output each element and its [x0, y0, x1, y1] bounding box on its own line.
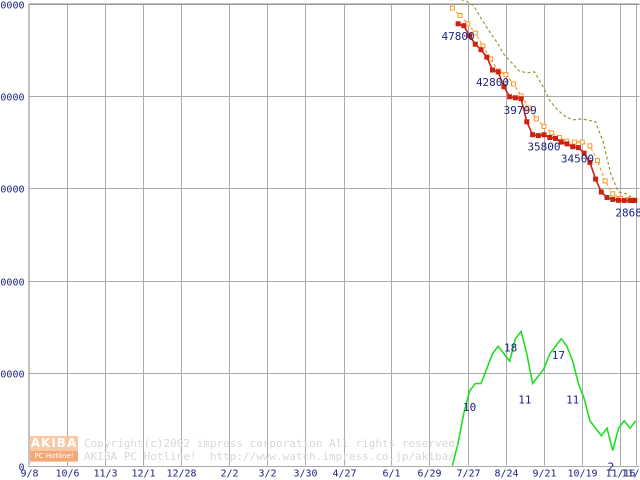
series-line-price_min — [457, 23, 635, 202]
series-marker-price_min — [627, 198, 633, 203]
y-axis-tick-label: 20000 — [0, 278, 25, 289]
data-point-label: 35800 — [527, 141, 560, 154]
y-axis-tick-label: 10000 — [0, 370, 25, 381]
series-line-volume — [451, 329, 637, 466]
x-axis-tick-label: 3/2 — [258, 469, 276, 480]
series-marker-price_min — [490, 67, 495, 73]
series-marker-price_avg — [610, 191, 616, 197]
y-axis-tick-label: 40000 — [0, 93, 25, 104]
series-marker-price_min — [472, 41, 478, 47]
series-marker-price_min — [587, 159, 593, 165]
series-marker-price_avg — [533, 116, 539, 122]
series-marker-price_min — [524, 119, 530, 125]
x-axis-tick-label: 8/24 — [494, 469, 518, 480]
data-point-label: 34500 — [561, 153, 594, 166]
data-point-label: 11 — [518, 394, 531, 407]
y-axis-tick-label: 30000 — [0, 185, 25, 196]
series-marker-price_avg — [526, 105, 532, 111]
series-line-price_avg — [451, 7, 635, 201]
data-point-label: 10 — [463, 401, 476, 414]
data-point-label: 11 — [566, 394, 579, 407]
series-marker-price_avg — [472, 30, 478, 36]
series-marker-price_min — [461, 23, 467, 29]
series-marker-price_avg — [511, 81, 516, 87]
x-axis-tick-label: 6/29 — [417, 469, 441, 480]
data-point-label: 28680 — [615, 207, 640, 220]
data-point-label: 17 — [552, 349, 565, 362]
data-point-label: 47800 — [442, 30, 475, 43]
series-marker-price_min — [507, 94, 513, 100]
series-marker-price_min — [553, 135, 558, 141]
series-marker-price_min — [575, 145, 581, 151]
data-point-label: 2 — [608, 461, 615, 474]
series-marker-price_avg — [541, 123, 547, 129]
series-marker-price_avg — [602, 178, 608, 184]
series-line-price_max — [450, 0, 635, 200]
x-axis-tick-label: 12/28 — [166, 469, 196, 480]
x-axis-tick-label: 11/16 — [605, 469, 635, 480]
x-axis-tick-label: 4/27 — [332, 469, 356, 480]
series-marker-price_min — [604, 195, 610, 200]
series-marker-price_min — [593, 176, 599, 182]
x-axis-tick-label: 9/8 — [20, 469, 38, 480]
series-marker-price_avg — [465, 21, 471, 27]
series-marker-price_min — [495, 69, 501, 75]
y-axis-tick-label: 0 — [18, 463, 24, 474]
x-axis-tick-label: 12/1 — [131, 469, 155, 480]
series-marker-price_min — [598, 189, 604, 195]
series-marker-price_avg — [449, 5, 455, 11]
series-marker-price_min — [484, 54, 490, 60]
series-marker-price_avg — [579, 139, 585, 145]
series-marker-price_min — [610, 196, 616, 202]
x-axis-tick-label: 10/19 — [567, 469, 597, 480]
data-point-label: 18 — [504, 341, 517, 354]
x-axis-tick-label: 6/1 — [382, 469, 400, 480]
series-marker-price_avg — [572, 139, 578, 145]
series-marker-price_min — [455, 21, 461, 27]
series-marker-price_min — [581, 150, 587, 156]
x-axis-tick-label: 9/21 — [532, 469, 556, 480]
data-point-label: 42800 — [476, 76, 509, 89]
series-marker-price_min — [632, 198, 638, 203]
x-axis-tick-label: 3/30 — [293, 469, 317, 480]
series-marker-price_min — [478, 47, 484, 53]
series-marker-price_min — [535, 133, 541, 139]
series-marker-price_min — [541, 132, 547, 138]
x-axis-tick-label: 2/2 — [220, 469, 238, 480]
series-marker-price_avg — [457, 13, 463, 18]
series-marker-price_min — [530, 132, 536, 138]
data-point-label: 39799 — [504, 104, 537, 117]
series-marker-price_min — [512, 95, 518, 101]
series-marker-price_avg — [587, 143, 593, 149]
y-axis-tick-label: 50000 — [0, 1, 25, 12]
x-axis-tick-label: 11/3 — [93, 469, 117, 480]
series-marker-price_avg — [503, 72, 509, 78]
series-marker-price_min — [570, 144, 576, 150]
x-axis-tick-label: 10/6 — [55, 469, 79, 480]
series-marker-price_min — [621, 198, 627, 203]
series-marker-price_avg — [549, 130, 555, 136]
series-marker-price_avg — [595, 158, 600, 164]
series-marker-price_min — [564, 141, 570, 147]
series-marker-price_min — [501, 84, 507, 90]
series-marker-price_min — [558, 139, 564, 145]
x-axis-tick-label: 11/22 — [621, 469, 640, 480]
x-axis-tick-label: 7/27 — [456, 469, 480, 480]
series-marker-price_min — [467, 33, 473, 39]
series-marker-price_min — [518, 96, 524, 102]
series-marker-price_min — [547, 135, 553, 140]
series-marker-price_min — [616, 197, 621, 203]
